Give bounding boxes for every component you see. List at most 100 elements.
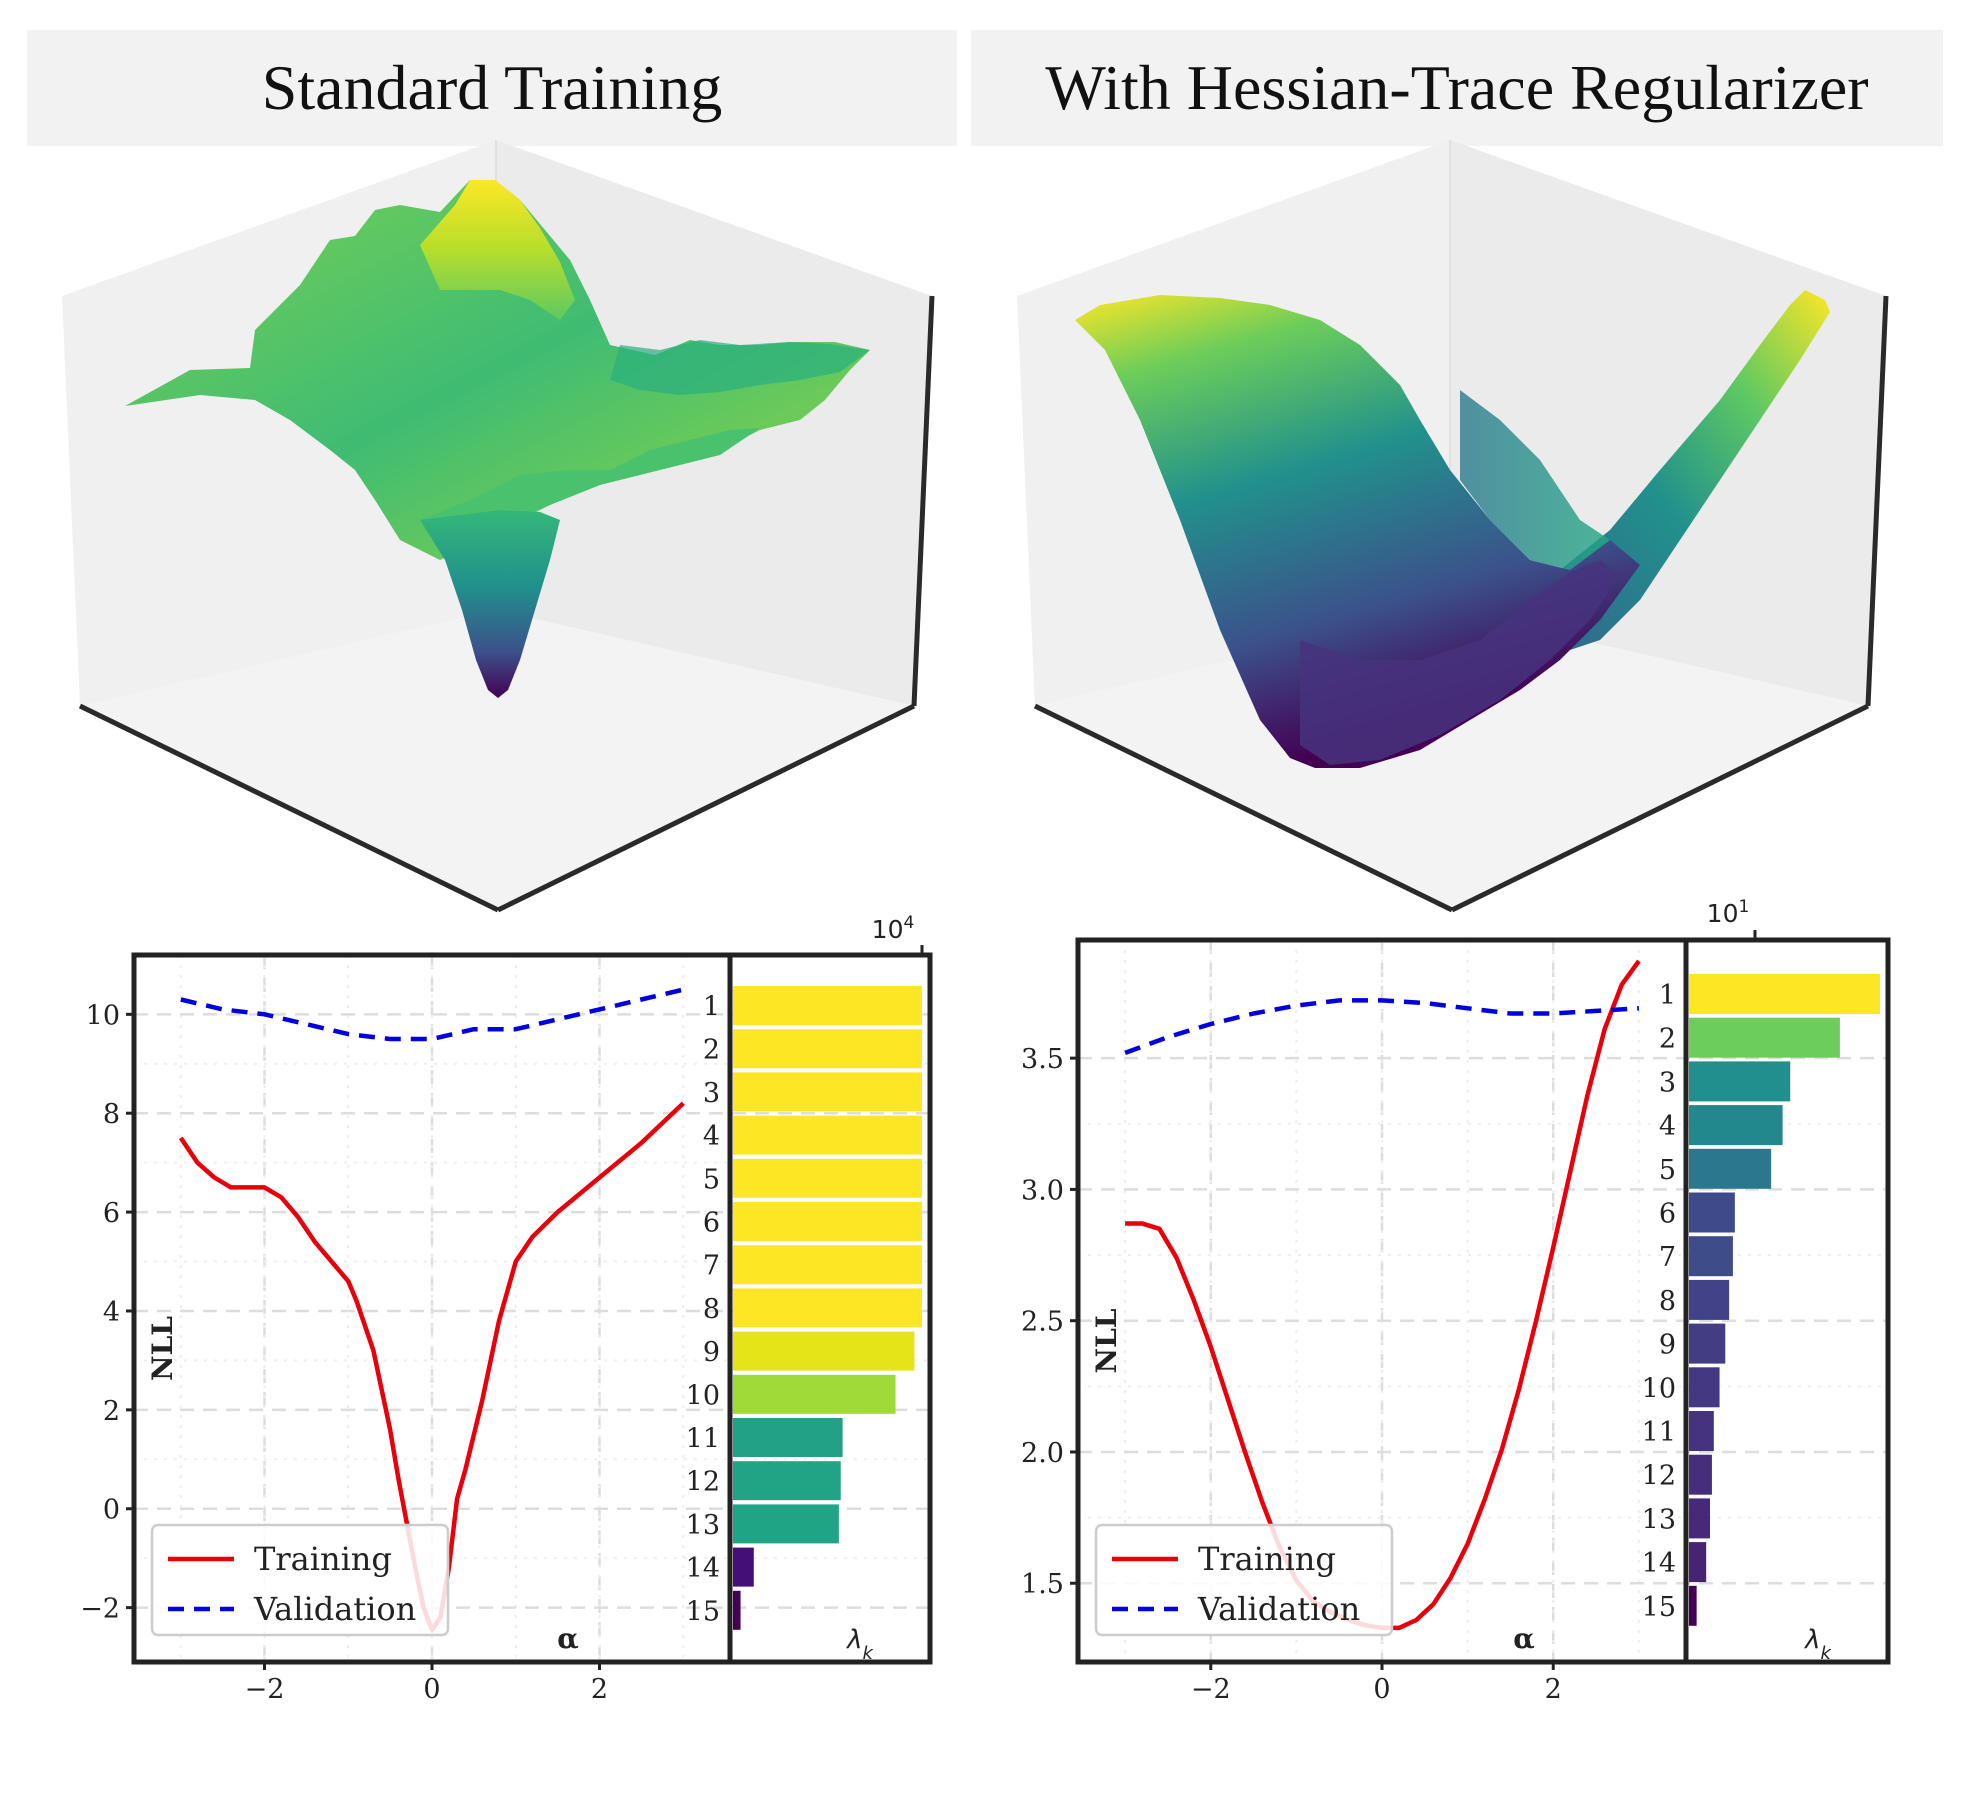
ytick-label: 4 — [103, 1297, 120, 1328]
ytick-label: 0 — [103, 1495, 120, 1526]
eigen-bar-right-7 — [1689, 1236, 1733, 1277]
eigen-index-label: 8 — [703, 1294, 720, 1325]
eigen-bar-left-4 — [733, 1115, 922, 1155]
eigen-bar-left-10 — [733, 1374, 896, 1414]
xtick-label: −2 — [1191, 1674, 1231, 1705]
xtick-label: 0 — [1373, 1674, 1390, 1705]
surface-left-axis-front-right — [496, 703, 916, 913]
eigen-index-label: 3 — [703, 1078, 720, 1109]
eigen-bar-right-9 — [1689, 1323, 1726, 1364]
xtick-label: 0 — [423, 1674, 440, 1705]
eigen-bar-left-14 — [733, 1547, 754, 1587]
eigen-bar-right-8 — [1689, 1279, 1730, 1320]
ytick-label: 10 — [86, 1000, 120, 1031]
legend-left: Training Validation — [150, 1523, 450, 1637]
eigen-index-label: 6 — [1659, 1199, 1676, 1230]
eigen-bar-left-15 — [733, 1590, 741, 1630]
surface-left-axes — [78, 295, 935, 913]
surface-right — [1017, 140, 1886, 910]
validation-line-left — [180, 987, 684, 1042]
surface-left-plateau — [125, 180, 870, 560]
eigen-bar-right-5 — [1689, 1148, 1772, 1189]
lambda-axis-label: λk — [1803, 1625, 1832, 1664]
surface-left-well — [420, 510, 560, 698]
eigen-bar-left-9 — [733, 1331, 915, 1371]
eigen-bar-left-2 — [733, 1029, 922, 1069]
eigen-bar-left-6 — [733, 1202, 922, 1241]
eigen-bar-left-8 — [733, 1288, 922, 1328]
eigen-bar-right-14 — [1689, 1542, 1707, 1583]
ytick-label: 2.5 — [1021, 1307, 1064, 1338]
lambda-axis-label: λk — [845, 1625, 874, 1664]
ytick-label: 1.5 — [1021, 1569, 1064, 1600]
eigen-index-label: 14 — [1642, 1548, 1676, 1579]
eigen-index-label: 10 — [686, 1380, 720, 1411]
line-plot-right: −2 0 21.52.02.53.03.5αNLLλk101TrainingVali… — [1021, 897, 1891, 1705]
eigen-index-label: 9 — [1659, 1330, 1676, 1361]
eigen-index-label: 11 — [686, 1424, 720, 1455]
ytick-label: 2 — [103, 1396, 120, 1427]
legend-training-label: Training — [254, 1540, 392, 1578]
eigen-bar-right-1 — [1689, 974, 1880, 1014]
eigen-bar-left-11 — [733, 1418, 843, 1457]
eigen-index-label: 11 — [1642, 1417, 1676, 1448]
panel-title-right: With Hessian-Trace Regularizer — [971, 30, 1943, 146]
y-axis-label: NLL — [1090, 1308, 1123, 1373]
surface-right-axis-vertical — [1865, 295, 1889, 707]
legend-training-label: Training — [1198, 1540, 1336, 1578]
ytick-label: 3.0 — [1021, 1175, 1064, 1206]
panel-title-left: Standard Training — [27, 30, 957, 146]
eigen-index-label: 9 — [703, 1337, 720, 1368]
validation-line-right — [1124, 998, 1640, 1056]
ytick-label: 2.0 — [1021, 1438, 1064, 1469]
surface-right-floor — [1035, 610, 1868, 910]
eigen-index-label: 8 — [1659, 1286, 1676, 1317]
eigen-bar-right-3 — [1689, 1061, 1791, 1102]
eigen-index-label: 4 — [703, 1121, 720, 1152]
eigen-bar-left-13 — [733, 1504, 839, 1544]
eigen-index-label: 13 — [1642, 1504, 1676, 1535]
lambda-subscript: k — [1820, 1643, 1832, 1664]
legend-validation-label: Validation — [253, 1590, 416, 1628]
legend-right: Training Validation — [1094, 1523, 1394, 1637]
eigen-bar-left-12 — [733, 1461, 841, 1501]
ytick-label: 8 — [103, 1099, 120, 1130]
eigen-bar-left-3 — [733, 1072, 922, 1112]
bar-scale-label: 104 — [872, 913, 915, 944]
eigen-index-label: 13 — [686, 1510, 720, 1541]
eigen-index-label: 3 — [1659, 1067, 1676, 1098]
eigen-bar-right-4 — [1689, 1105, 1783, 1146]
eigen-bar-right-11 — [1689, 1411, 1714, 1451]
bar-scale-exponent: 1 — [1738, 897, 1749, 917]
surface-left-floor — [80, 610, 914, 910]
eigen-index-label: 12 — [1642, 1461, 1676, 1492]
eigen-index-label: 5 — [703, 1164, 720, 1195]
eigen-index-label: 10 — [1642, 1373, 1676, 1404]
surface-right-axis-front-right — [1450, 703, 1870, 913]
eigen-index-label: 4 — [1659, 1111, 1676, 1142]
eigen-index-label: 1 — [1659, 980, 1676, 1011]
eigen-index-label: 2 — [1659, 1024, 1676, 1055]
surface-left-axis-vertical — [911, 295, 935, 707]
lambda-subscript: k — [862, 1643, 874, 1664]
axes-frame-right — [1075, 937, 1891, 1665]
eigen-index-label: 7 — [1659, 1242, 1676, 1273]
eigen-bar-left-7 — [733, 1245, 922, 1285]
x-axis-label: α — [1513, 1622, 1535, 1655]
eigen-bar-left-5 — [733, 1158, 922, 1198]
legend-validation-label: Validation — [1197, 1590, 1360, 1628]
eigen-index-label: 12 — [686, 1467, 720, 1498]
eigen-index-label: 7 — [703, 1251, 720, 1282]
eigen-bar-right-10 — [1689, 1367, 1720, 1408]
eigen-bar-right-6 — [1689, 1192, 1735, 1233]
surface-right-axes — [1033, 295, 1889, 913]
bar-scale-exponent: 4 — [903, 913, 914, 933]
eigen-index-label: 1 — [703, 992, 720, 1023]
ytick-label: −2 — [80, 1594, 120, 1625]
eigen-index-label: 6 — [703, 1208, 720, 1239]
eigen-bar-right-13 — [1689, 1498, 1711, 1539]
